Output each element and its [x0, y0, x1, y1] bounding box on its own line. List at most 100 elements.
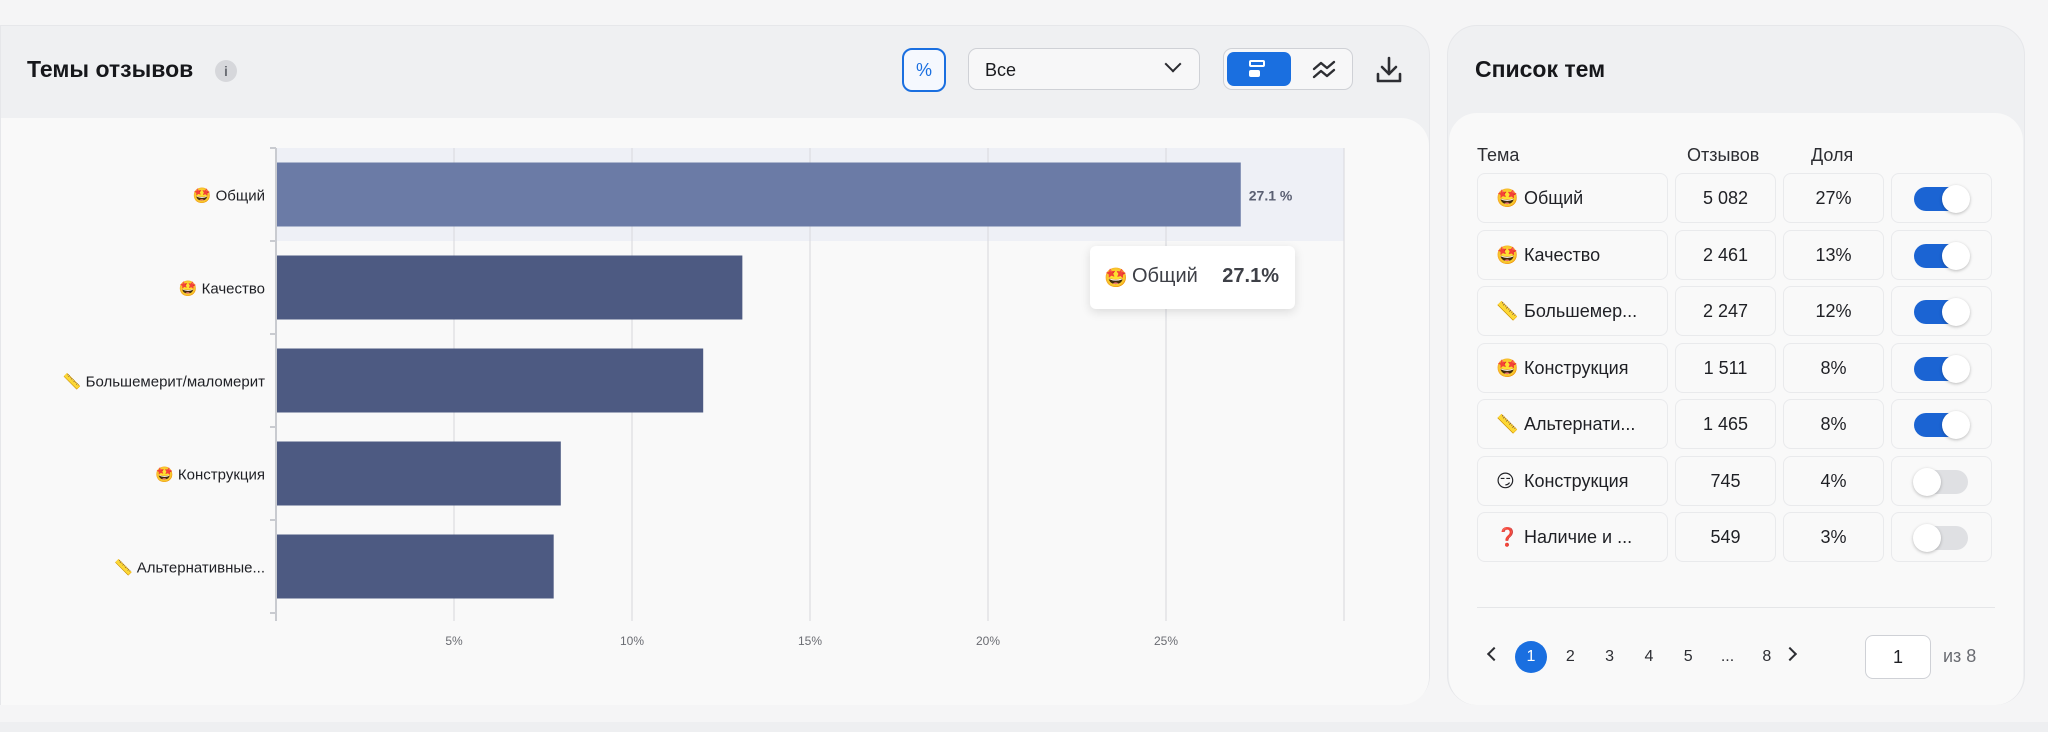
x-tick-label: 25% — [1154, 634, 1178, 648]
topic-visibility-toggle[interactable] — [1913, 467, 1968, 496]
page-button[interactable]: 3 — [1605, 648, 1615, 665]
topic-emoji: 🤩 — [1496, 357, 1519, 378]
bars-view-button[interactable] — [1227, 52, 1291, 86]
x-tick-label: 5% — [445, 634, 463, 648]
topics-chart-card: Темы отзывов i % Все 🤩 Общий 🤩 Качество 📏 … — [0, 25, 1430, 705]
toggle-knob — [1913, 524, 1941, 552]
topic-name: Альтернати... — [1524, 414, 1636, 434]
share-value: 8% — [1783, 399, 1884, 449]
chevron-down-icon — [1164, 55, 1182, 73]
page-title: Темы отзывов — [27, 56, 194, 82]
topic-cell[interactable]: 📏 Большемер... — [1477, 286, 1668, 336]
page-button[interactable]: 2 — [1565, 648, 1575, 665]
page-button[interactable]: 8 — [1762, 648, 1772, 665]
chart-tooltip: 🤩 Общий 27.1% — [1090, 246, 1295, 309]
review-count: 745 — [1675, 455, 1776, 506]
topic-cell[interactable]: 🤩 Общий — [1477, 173, 1668, 223]
percent-toggle-button[interactable]: % — [902, 48, 946, 92]
topic-visibility-toggle[interactable] — [1913, 524, 1968, 552]
topic-cell[interactable]: 🤩 Конструкция — [1477, 342, 1668, 393]
toggle-knob — [1942, 185, 1970, 213]
topic-visibility-toggle[interactable] — [1914, 411, 1970, 439]
topic-cell[interactable]: ❓ Наличие и ... — [1477, 512, 1668, 562]
topic-emoji: 📏 — [1496, 301, 1519, 321]
table-row: 🤩 Конструкция 1 511 8% — [1477, 342, 1997, 393]
bar-chart: 🤩 Общий 🤩 Качество 📏 Большемерит/маломерит… — [1, 118, 1429, 705]
toggle-knob — [1942, 354, 1970, 383]
page-button[interactable]: 1 — [1515, 641, 1547, 673]
share-value: 8% — [1783, 342, 1884, 393]
toggle-cell — [1891, 455, 1992, 506]
column-header-reviews: Отзывов — [1687, 145, 1760, 165]
page-button[interactable]: ... — [1720, 648, 1735, 665]
topic-emoji: 😏 — [1496, 470, 1515, 491]
divider — [1477, 607, 1995, 608]
tooltip-value: 27.1% — [1222, 265, 1279, 287]
topics-table: Тема Отзывов Доля 🤩 Общий 5 082 27% 🤩 Качеств… — [1449, 113, 2023, 705]
topic-emoji: 🤩 — [1496, 244, 1519, 265]
review-count: 5 082 — [1675, 173, 1776, 223]
x-tick-label: 15% — [798, 634, 822, 648]
x-tick-label: 20% — [976, 634, 1000, 648]
toggle-cell — [1891, 512, 1992, 562]
share-value: 3% — [1783, 512, 1884, 562]
page-button[interactable]: 5 — [1683, 648, 1693, 665]
tooltip-name: Общий — [1132, 265, 1198, 287]
topic-cell[interactable]: 🤩 Качество — [1477, 229, 1668, 280]
topic-name: Большемер... — [1524, 301, 1638, 321]
toggle-knob — [1942, 241, 1970, 270]
pagination: 1 2 3 4 5... 8 1 из 8 — [1477, 635, 1997, 679]
bar — [277, 441, 561, 506]
page-total-label: из 8 — [1943, 646, 1977, 666]
topic-emoji: 🤩 — [1496, 188, 1519, 208]
bottom-strip — [0, 722, 2048, 732]
toggle-cell — [1891, 286, 1992, 336]
toggle-cell — [1891, 229, 1992, 280]
column-header-share: Доля — [1811, 145, 1854, 165]
toggle-knob — [1942, 298, 1970, 326]
data-label: 27.1 % — [1249, 188, 1293, 204]
category-label: 🤩 Качество — [179, 280, 265, 298]
bar — [277, 534, 554, 599]
topic-emoji: ❓ — [1496, 527, 1519, 547]
view-mode-toggle — [1223, 48, 1353, 90]
bar — [277, 348, 704, 413]
info-icon[interactable]: i — [215, 60, 237, 82]
topic-name: Общий — [1524, 188, 1584, 208]
page-number-input[interactable]: 1 — [1865, 635, 1931, 679]
topic-cell[interactable]: 😏 Конструкция — [1477, 455, 1668, 506]
chevron-right-icon[interactable] — [1782, 646, 1798, 662]
review-count: 2 247 — [1675, 286, 1776, 336]
review-count: 549 — [1675, 512, 1776, 562]
table-row: ❓ Наличие и ... 549 3% — [1477, 512, 1997, 562]
chevron-left-icon[interactable] — [1486, 646, 1502, 662]
table-row: 🤩 Качество 2 461 13% — [1477, 229, 1997, 280]
table-row: 📏 Большемер... 2 247 12% — [1477, 286, 1997, 336]
topic-visibility-toggle[interactable] — [1914, 298, 1970, 326]
download-icon[interactable] — [1374, 54, 1404, 86]
chart-header: Темы отзывов i % Все — [1, 26, 1429, 118]
bars-view-icon-part — [1249, 70, 1260, 77]
bar — [277, 255, 743, 320]
table-row: 🤩 Общий 5 082 27% — [1477, 173, 1997, 223]
review-count: 2 461 — [1675, 229, 1776, 280]
topic-name: Качество — [1524, 244, 1601, 265]
share-value: 12% — [1783, 286, 1884, 336]
topic-cell[interactable]: 📏 Альтернати... — [1477, 399, 1668, 449]
share-value: 13% — [1783, 229, 1884, 280]
trend-view-icon[interactable] — [1304, 55, 1344, 85]
topic-visibility-toggle[interactable] — [1914, 241, 1970, 270]
topics-list-title: Список тем — [1475, 56, 1606, 82]
toggle-cell — [1891, 173, 1992, 223]
x-tick-label: 10% — [620, 634, 644, 648]
review-count: 1 511 — [1675, 342, 1776, 393]
topic-visibility-toggle[interactable] — [1914, 354, 1970, 383]
filter-select-value: Все — [985, 60, 1017, 80]
review-count: 1 465 — [1675, 399, 1776, 449]
bar-chart-svg: 🤩 Общий 🤩 Качество 📏 Большемерит/маломерит… — [63, 147, 1345, 648]
topic-name: Конструкция — [1524, 357, 1629, 378]
topic-visibility-toggle[interactable] — [1914, 185, 1970, 213]
filter-select[interactable]: Все — [968, 48, 1200, 90]
bars-view-icon — [1249, 60, 1265, 67]
page-button[interactable]: 4 — [1644, 648, 1654, 665]
